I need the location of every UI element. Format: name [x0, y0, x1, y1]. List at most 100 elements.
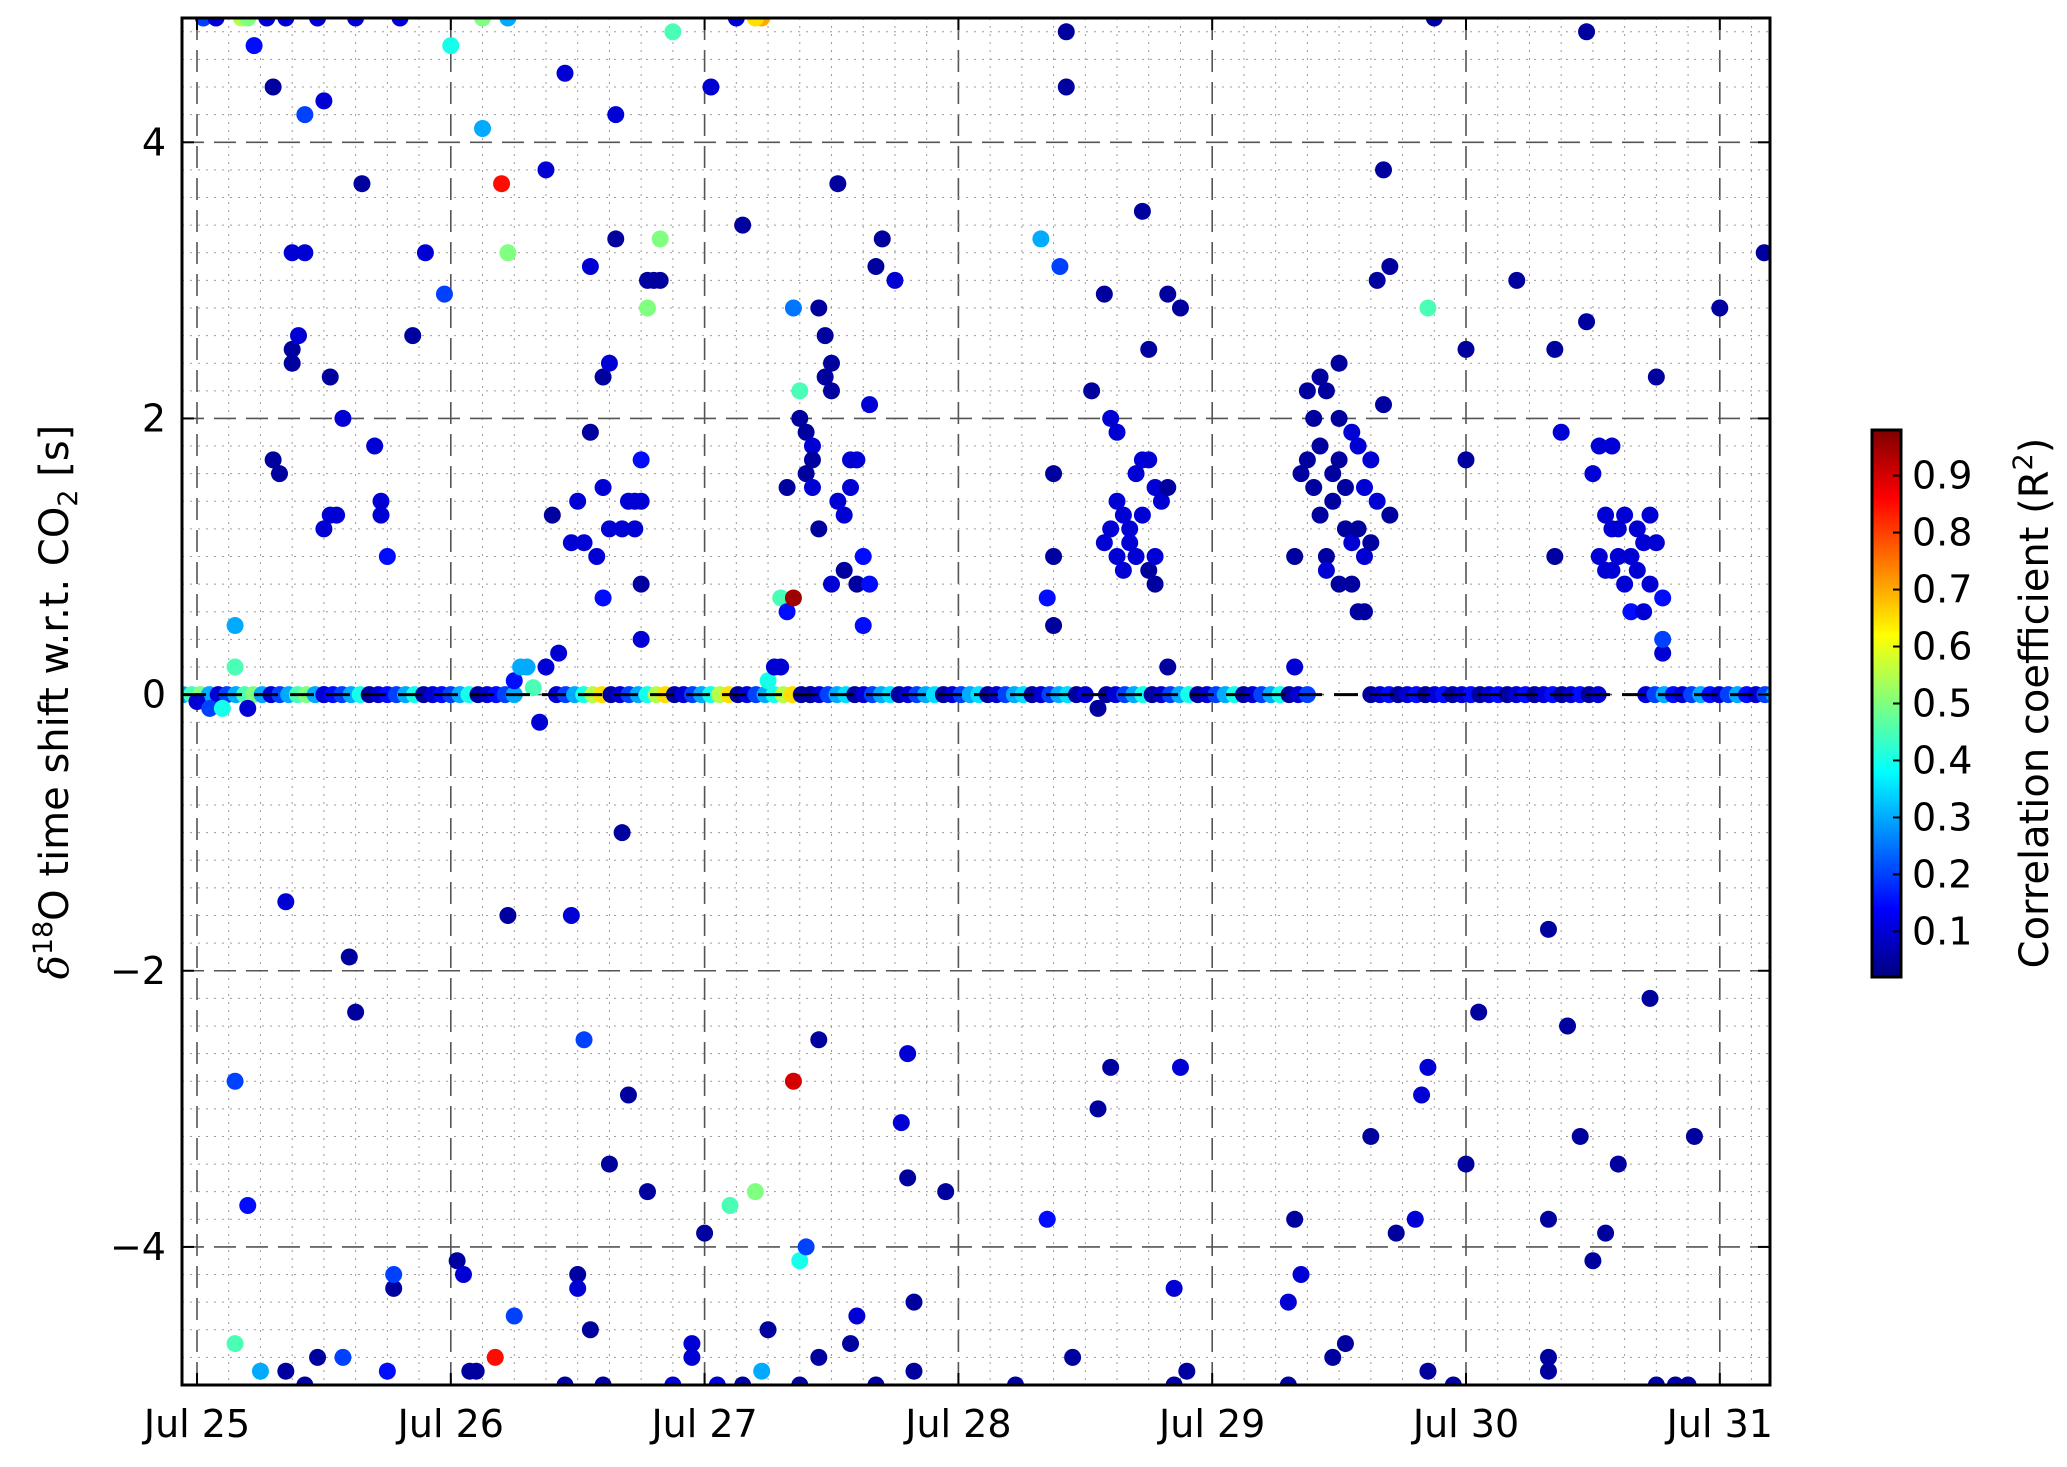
- data-point: [537, 658, 555, 676]
- data-point: [854, 617, 872, 635]
- data-point: [1584, 1252, 1602, 1270]
- data-point: [791, 1252, 809, 1270]
- data-point: [499, 907, 517, 925]
- data-point: [1362, 1127, 1380, 1145]
- data-point: [347, 1003, 365, 1021]
- data-point: [588, 548, 606, 566]
- data-point: [810, 1348, 828, 1366]
- data-point: [296, 106, 314, 124]
- data-point: [1178, 1362, 1196, 1380]
- data-point: [1571, 1127, 1589, 1145]
- data-point: [1159, 478, 1177, 496]
- data-point: [435, 285, 453, 303]
- data-point: [1114, 561, 1132, 579]
- data-point: [1622, 603, 1640, 621]
- data-point: [759, 672, 777, 690]
- data-point: [1305, 409, 1323, 427]
- data-point: [1083, 382, 1101, 400]
- data-point: [1603, 561, 1621, 579]
- data-point: [1343, 534, 1361, 552]
- data-point: [803, 478, 821, 496]
- y-tick-label: −2: [110, 949, 166, 993]
- data-point: [1007, 1376, 1025, 1385]
- data-point: [1635, 534, 1653, 552]
- grid: [182, 18, 1770, 1385]
- data-point: [201, 699, 219, 717]
- data-point: [1375, 396, 1393, 414]
- data-point: [1343, 423, 1361, 441]
- data-point: [632, 630, 650, 648]
- data-point: [1292, 465, 1310, 483]
- data-point: [550, 644, 568, 662]
- axis-ticks: Jul 25 Jul 26 Jul 27 Jul 28 Jul 29 Jul 30 Jul …: [110, 18, 1773, 1446]
- data-point: [797, 465, 815, 483]
- data-point: [1146, 478, 1164, 496]
- data-point: [791, 382, 809, 400]
- data-point: [161, 1169, 178, 1186]
- data-point: [1146, 548, 1164, 566]
- data-point: [454, 1266, 472, 1284]
- data-point: [791, 409, 809, 427]
- data-point: [772, 589, 790, 607]
- data-point: [1641, 506, 1659, 524]
- x-tick-label: Jul 28: [903, 1402, 1011, 1446]
- data-point: [1355, 478, 1373, 496]
- data-point: [1578, 23, 1596, 41]
- data-point: [1679, 1376, 1697, 1385]
- data-point: [651, 230, 669, 248]
- data-point: [258, 18, 276, 27]
- data-point: [1457, 1155, 1475, 1173]
- data-point: [842, 478, 860, 496]
- data-point: [1381, 258, 1399, 276]
- data-point: [1146, 575, 1164, 593]
- data-point: [1324, 1348, 1342, 1366]
- data-point: [892, 1114, 910, 1132]
- data-point: [778, 478, 796, 496]
- data-point: [664, 23, 682, 41]
- data-point: [1279, 1376, 1297, 1385]
- data-point: [613, 824, 631, 842]
- data-point: [1647, 368, 1665, 386]
- data-point: [867, 1376, 885, 1385]
- data-point: [848, 451, 866, 469]
- colorbar-tick-label: 0.6: [1912, 625, 1972, 669]
- data-point: [1590, 437, 1608, 455]
- data-point: [1552, 423, 1570, 441]
- data-point: [1590, 548, 1608, 566]
- data-point: [1057, 78, 1075, 96]
- data-point: [385, 1266, 403, 1284]
- data-point: [334, 1348, 352, 1366]
- data-point: [347, 18, 365, 27]
- data-point: [1641, 989, 1659, 1007]
- data-point: [816, 327, 834, 345]
- data-point: [797, 1238, 815, 1256]
- x-tick-label: Jul 30: [1411, 1402, 1519, 1446]
- data-point: [708, 1376, 726, 1385]
- data-point: [1635, 603, 1653, 621]
- data-point: [842, 1335, 860, 1353]
- data-point: [899, 1169, 917, 1187]
- data-point: [1292, 1266, 1310, 1284]
- data-point: [1102, 520, 1120, 538]
- data-point: [372, 492, 390, 510]
- data-point: [1038, 1210, 1056, 1228]
- data-point: [803, 437, 821, 455]
- data-point: [1324, 492, 1342, 510]
- data-point: [277, 18, 295, 27]
- data-point: [1317, 561, 1335, 579]
- data-point: [600, 1155, 618, 1173]
- data-point: [1641, 575, 1659, 593]
- data-point: [1457, 340, 1475, 358]
- data-point: [581, 258, 599, 276]
- colorbar-tick-label: 0.5: [1912, 682, 1972, 726]
- data-point: [1355, 548, 1373, 566]
- data-point: [638, 299, 656, 317]
- data-point: [1584, 465, 1602, 483]
- data-point: [784, 1072, 802, 1090]
- data-point: [315, 520, 333, 538]
- data-point: [727, 18, 745, 27]
- data-point: [1286, 1210, 1304, 1228]
- data-point: [1711, 299, 1729, 317]
- data-point: [1311, 368, 1329, 386]
